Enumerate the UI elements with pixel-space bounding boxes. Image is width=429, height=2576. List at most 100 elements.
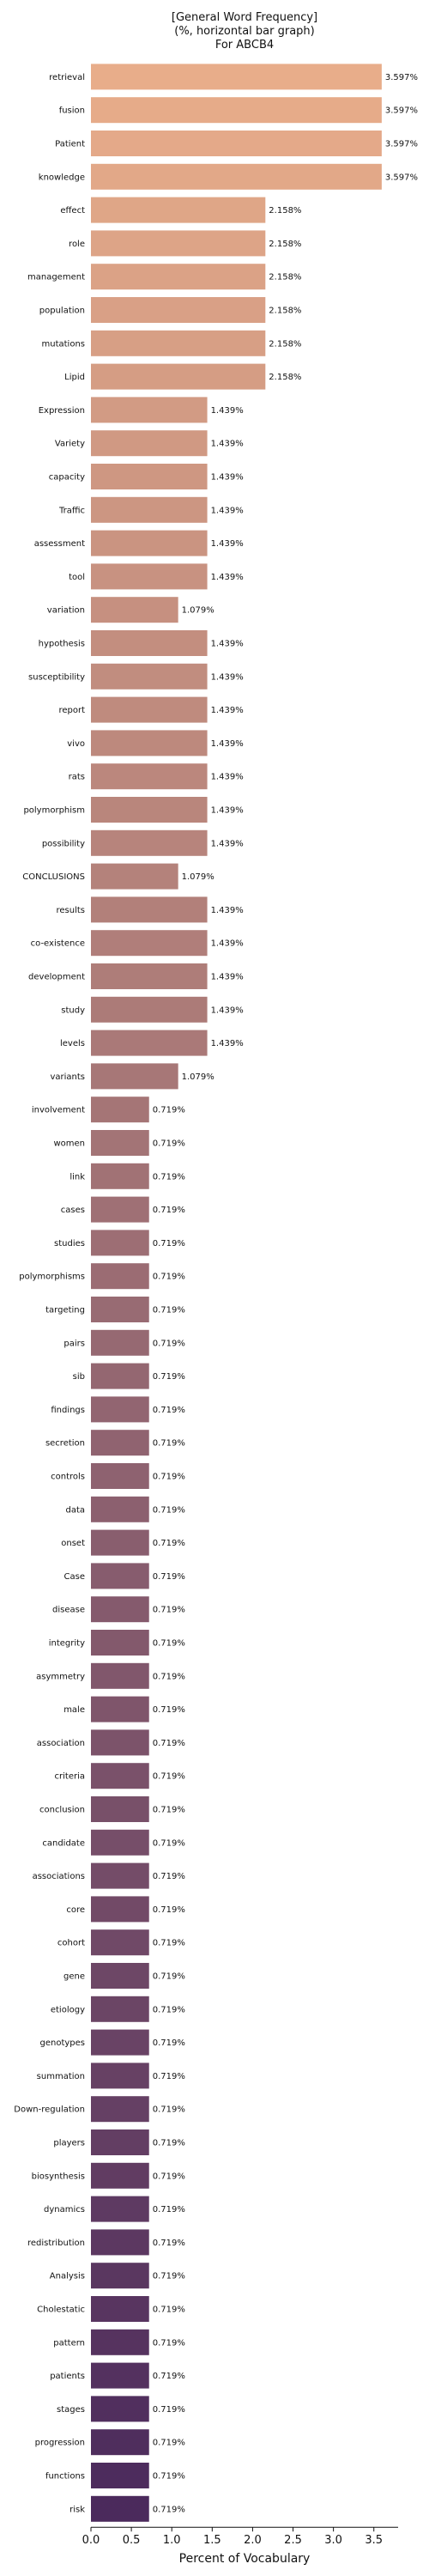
category-label: findings	[51, 1406, 85, 1415]
bar-genotypes	[91, 2029, 149, 2056]
category-label: polymorphism	[23, 806, 85, 816]
value-label: 0.719%	[153, 1939, 185, 1948]
category-label: patients	[50, 2372, 85, 2381]
category-label: involvement	[32, 1106, 85, 1115]
bar-Cholestatic	[91, 2296, 149, 2322]
value-label: 0.719%	[153, 1838, 185, 1848]
bar-effect	[91, 197, 266, 223]
value-label: 0.719%	[153, 1572, 185, 1582]
bar-dynamics	[91, 2196, 149, 2222]
value-label: 1.439%	[211, 440, 244, 449]
category-label: associations	[33, 1872, 85, 1881]
category-label: variation	[47, 606, 85, 616]
value-label: 1.439%	[211, 573, 244, 582]
category-label: link	[69, 1172, 85, 1182]
value-label: 1.439%	[211, 539, 244, 549]
bar-cases	[91, 1196, 149, 1223]
value-label: 1.439%	[211, 973, 244, 982]
category-label: male	[63, 1705, 85, 1715]
bar-data	[91, 1496, 149, 1522]
bar-asymmetry	[91, 1662, 149, 1689]
bar-onset	[91, 1529, 149, 1556]
bar-link	[91, 1163, 149, 1189]
category-label: risk	[69, 2505, 85, 2514]
value-label: 1.439%	[211, 839, 244, 848]
value-label: 0.719%	[153, 2405, 185, 2415]
bar-variants	[91, 1063, 178, 1090]
category-label: summation	[37, 2072, 85, 2081]
category-label: integrity	[49, 1639, 85, 1649]
x-tick-label: 3.5	[365, 2534, 383, 2547]
category-label: conclusion	[39, 1806, 85, 1815]
category-label: data	[65, 1505, 85, 1515]
bar-male	[91, 1696, 149, 1722]
x-axis: 0.0 0.5 1.0 1.5 2.0 2.5 3.0 3.5	[82, 2526, 398, 2547]
bar-Traffic	[91, 496, 208, 523]
category-label: pairs	[63, 1339, 85, 1348]
category-label: core	[66, 1905, 85, 1915]
bar-co-existence	[91, 930, 208, 957]
value-label: 0.719%	[153, 1372, 185, 1382]
bar-Variety	[91, 430, 208, 457]
bar-Case	[91, 1563, 149, 1589]
bar-redistribution	[91, 2229, 149, 2256]
bar-study	[91, 996, 208, 1023]
category-label: hypothesis	[39, 640, 85, 649]
bar-susceptibility	[91, 663, 208, 690]
value-label: 0.719%	[153, 2505, 185, 2514]
bar-Lipid	[91, 363, 266, 390]
value-label: 0.719%	[153, 2472, 185, 2482]
category-label: biosynthesis	[32, 2172, 85, 2181]
value-label: 0.719%	[153, 2005, 185, 2014]
bar-fusion	[91, 97, 382, 124]
value-label: 0.719%	[153, 2439, 185, 2448]
chart-title: [General Word Frequency] (%, horizontal …	[172, 11, 317, 52]
title-line-1: [General Word Frequency]	[172, 11, 317, 24]
category-label: population	[39, 307, 85, 316]
bar-biosynthesis	[91, 2162, 149, 2189]
value-label: 1.439%	[211, 806, 244, 816]
bar-disease	[91, 1596, 149, 1623]
bar-integrity	[91, 1630, 149, 1656]
category-label: retrieval	[49, 73, 85, 82]
bar-rats	[91, 763, 208, 790]
category-label: candidate	[42, 1838, 85, 1848]
category-label: Cholestatic	[37, 2306, 85, 2315]
category-label: tool	[69, 573, 85, 582]
bar-tool	[91, 563, 208, 590]
bar-sib	[91, 1363, 149, 1389]
value-label: 1.439%	[211, 739, 244, 749]
bar-Patient	[91, 131, 382, 156]
bar-studies	[91, 1230, 149, 1256]
category-label: Analysis	[50, 2272, 85, 2281]
x-tick-label: 2.5	[284, 2534, 302, 2547]
category-label: functions	[45, 2472, 85, 2482]
bar-summation	[91, 2063, 149, 2089]
bar-association	[91, 1729, 149, 1756]
bar-pattern	[91, 2329, 149, 2355]
value-labels-group: 3.597% 3.597% 3.597% 3.597% 2.158% 2.158% 2.15…	[153, 73, 418, 2514]
bar-levels	[91, 1030, 208, 1056]
category-label: results	[56, 906, 85, 915]
category-label: players	[53, 2139, 85, 2148]
bar-Expression	[91, 397, 208, 423]
title-line-3: For ABCB4	[215, 39, 274, 52]
category-label: levels	[60, 1039, 85, 1048]
category-label: targeting	[45, 1306, 85, 1315]
value-label: 1.439%	[211, 672, 244, 682]
category-label: women	[53, 1139, 85, 1149]
category-label: polymorphisms	[19, 1273, 85, 1282]
value-label: 0.719%	[153, 1905, 185, 1915]
category-label: sib	[73, 1372, 85, 1382]
bar-pairs	[91, 1329, 149, 1356]
x-tick-label: 1.5	[203, 2534, 221, 2547]
value-label: 0.719%	[153, 2205, 185, 2215]
value-label: 0.719%	[153, 1872, 185, 1881]
category-label: variants	[50, 1072, 85, 1082]
value-label: 0.719%	[153, 2372, 185, 2381]
bar-capacity	[91, 464, 208, 489]
bar-CONCLUSIONS	[91, 863, 178, 890]
bar-polymorphism	[91, 797, 208, 823]
bar-involvement	[91, 1097, 149, 1123]
category-label: Patient	[55, 140, 85, 149]
